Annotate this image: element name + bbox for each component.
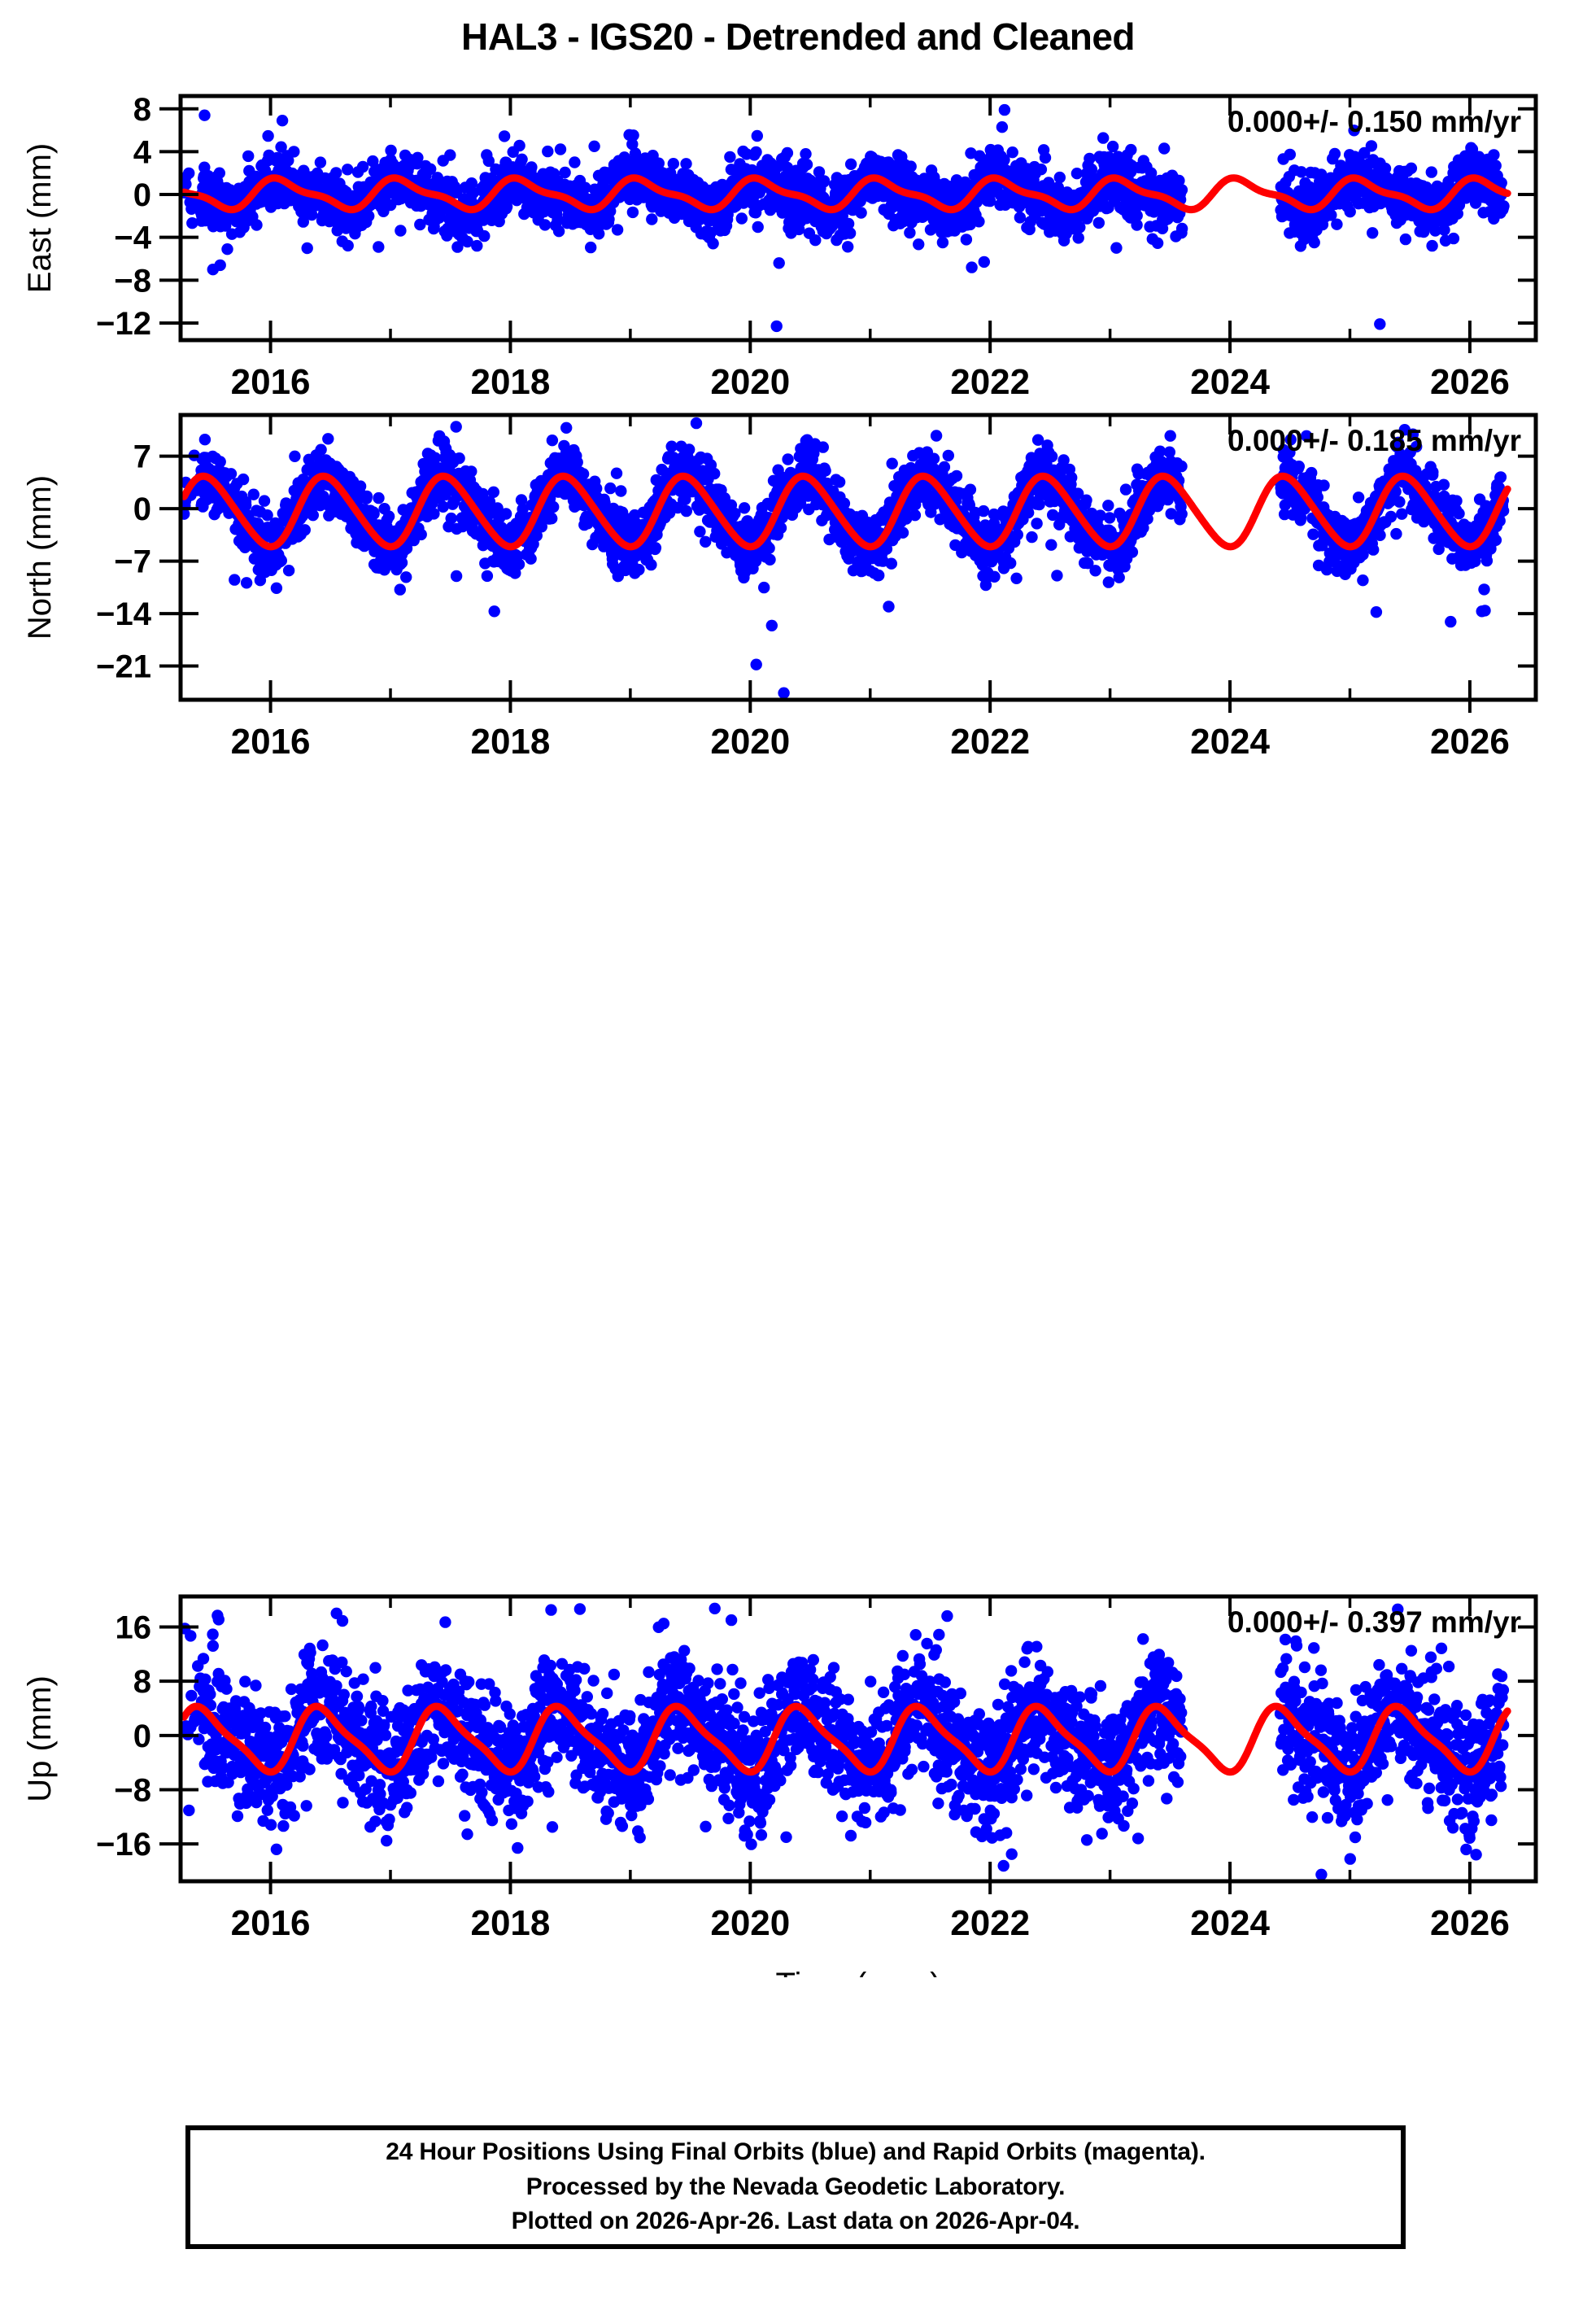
y-tick-label: 0 — [133, 491, 151, 527]
y-tick-label: −16 — [96, 1827, 151, 1863]
x-tick-label: 2026 — [1430, 1903, 1510, 1943]
plot-frame — [178, 1594, 1538, 1884]
y-tick-label: 16 — [116, 1610, 152, 1646]
y-tick-label: 0 — [133, 177, 151, 213]
seasonal-fit-line — [181, 1702, 1511, 1776]
x-tick-label: 2020 — [710, 722, 790, 757]
caption-box: 24 Hour Positions Using Final Orbits (bl… — [185, 2125, 1406, 2249]
caption-line-1: 24 Hour Positions Using Final Orbits (bl… — [386, 2138, 1206, 2166]
y-tick-label: −14 — [96, 596, 152, 632]
x-tick-label: 2016 — [231, 1903, 311, 1943]
y-axis-title: Up (mm) — [22, 1675, 58, 1802]
y-tick-label: −7 — [114, 544, 151, 580]
y-tick-label: 4 — [133, 134, 152, 170]
x-tick-label: 2024 — [1190, 362, 1270, 399]
page-title: HAL3 - IGS20 - Detrended and Cleaned — [460, 15, 1136, 58]
x-tick-label: 2022 — [950, 722, 1030, 757]
seasonal-fit-line — [181, 174, 1511, 214]
rate-annotation: 0.000+/- 0.397 mm/yr — [1228, 1605, 1521, 1639]
caption-line-3: Plotted on 2026-Apr-26. Last data on 202… — [511, 2208, 1080, 2235]
y-tick-label: −8 — [114, 263, 151, 299]
x-tick-label: 2020 — [710, 1903, 790, 1943]
x-tick-label: 2016 — [231, 722, 311, 757]
rate-annotation: 0.000+/- 0.150 mm/yr — [1228, 105, 1521, 138]
y-tick-label: 8 — [133, 1664, 151, 1700]
plot-frame — [178, 413, 1538, 702]
y-axis: 7 0 −7 −14 −21 — [96, 439, 1536, 685]
x-tick-label: 2016 — [231, 362, 311, 399]
x-axis-title: Time (year) — [776, 1967, 941, 1977]
x-axis: 2016 2018 2020 2022 2024 2026 — [231, 1596, 1510, 1943]
y-tick-label: 8 — [133, 92, 151, 128]
y-tick-label: 0 — [133, 1719, 151, 1754]
scatter-points — [181, 417, 1510, 699]
y-tick-label: −8 — [114, 1773, 151, 1809]
x-tick-label: 2024 — [1190, 1903, 1270, 1943]
rate-annotation: 0.000+/- 0.185 mm/yr — [1228, 424, 1521, 457]
panel-east: 8 4 0 −4 −8 −12 2016 2018 2020 2022 2024 2026 East (… — [22, 92, 1538, 399]
x-tick-label: 2024 — [1190, 722, 1270, 757]
x-tick-label: 2022 — [950, 1903, 1030, 1943]
x-tick-label: 2018 — [470, 722, 550, 757]
seasonal-fit-line — [181, 472, 1511, 551]
y-axis: 16 8 0 −8 −16 — [96, 1610, 1536, 1863]
x-tick-label: 2022 — [950, 362, 1030, 399]
y-tick-label: −4 — [114, 221, 151, 256]
caption-line-2: Processed by the Nevada Geodetic Laborat… — [525, 2173, 1066, 2200]
x-tick-label: 2020 — [710, 362, 790, 399]
y-axis-title: East (mm) — [22, 143, 58, 293]
x-tick-label: 2026 — [1430, 362, 1510, 399]
x-tick-label: 2018 — [470, 362, 550, 399]
x-tick-label: 2018 — [470, 1903, 550, 1943]
x-axis: 2016 2018 2020 2022 2024 2026 — [231, 96, 1510, 399]
y-tick-label: −21 — [96, 649, 151, 685]
y-axis-title: North (mm) — [22, 475, 58, 640]
x-tick-label: 2026 — [1430, 722, 1510, 757]
panel-north: 7 0 −7 −14 −21 2016 2018 2020 2022 2024 2026 North … — [22, 413, 1538, 757]
y-tick-label: −12 — [96, 306, 151, 342]
y-axis: 8 4 0 −4 −8 −12 — [96, 92, 1536, 342]
y-tick-label: 7 — [133, 439, 151, 475]
panel-up: 16 8 0 −8 −16 2016 2018 2020 2022 2024 2026 Up (mm)… — [22, 1594, 1538, 1977]
x-axis: 2016 2018 2020 2022 2024 2026 — [231, 415, 1510, 757]
plot-frame — [178, 94, 1538, 343]
